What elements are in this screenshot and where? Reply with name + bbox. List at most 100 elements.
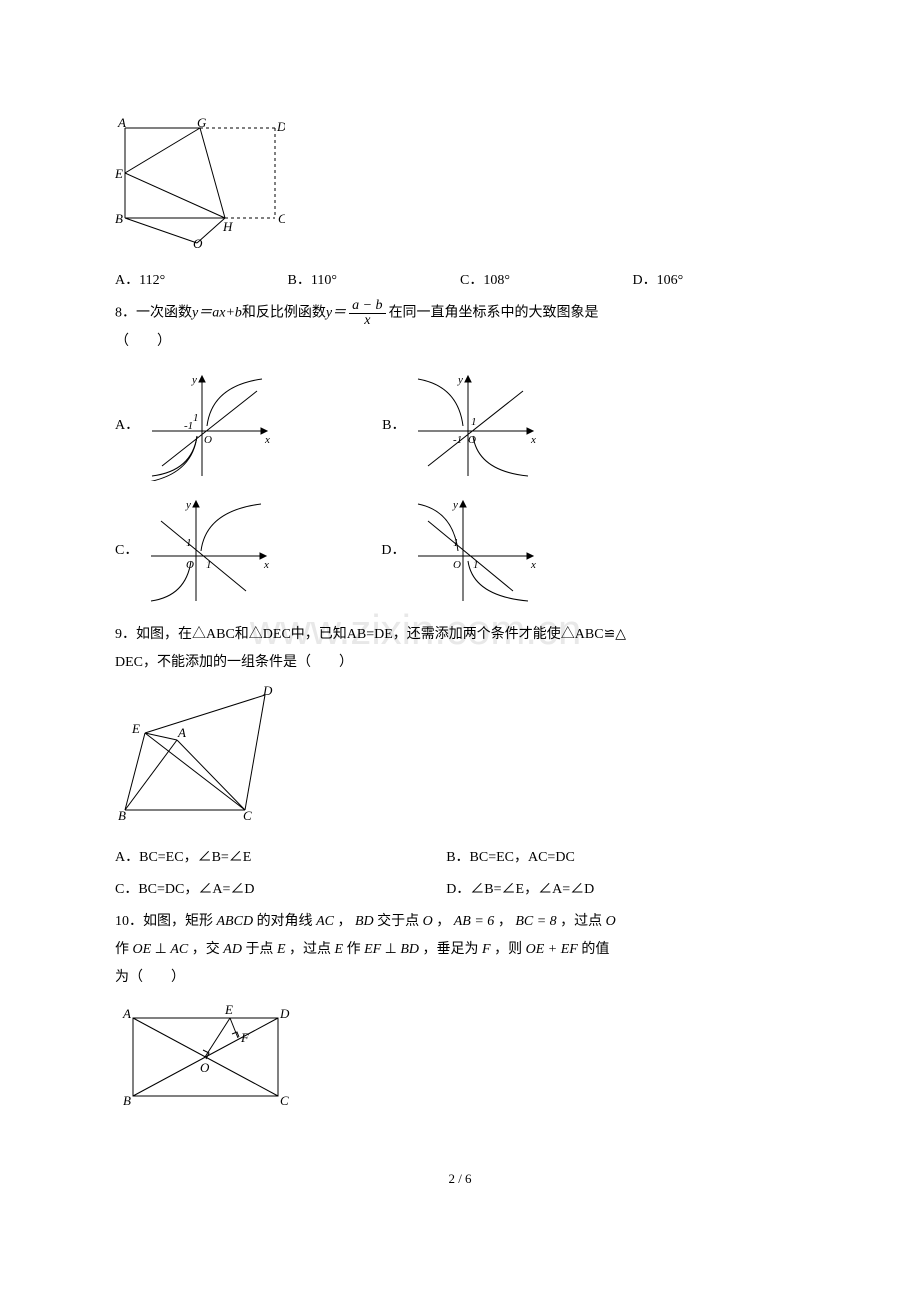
q7-opt-c: C．108° <box>460 267 633 295</box>
q10-f: F <box>482 942 491 957</box>
q8-eq1-b: b <box>235 306 242 321</box>
q7-opt-a: A．112° <box>115 267 288 295</box>
q10-stem-line3: 为（ ） <box>115 964 805 992</box>
q10-stem-line2: 作 OE ⊥ AC ，交 AD 于点 E ，过点 E 作 EF ⊥ BD ，垂足… <box>115 936 805 964</box>
q8-eq1-lhs: y＝ <box>192 306 212 321</box>
q10-oe2: OE <box>526 942 545 957</box>
svg-text:D: D <box>262 685 273 698</box>
svg-text:O: O <box>200 1060 210 1075</box>
q10-c3: ， <box>498 914 512 929</box>
svg-text:y: y <box>457 374 463 386</box>
q10-perp2: ⊥ <box>385 942 397 957</box>
q10-l2e: 作 <box>347 942 361 957</box>
q8-charts-row2: C． x y O 1 1 D． <box>115 496 805 606</box>
q9-geometry-svg: D EA BC <box>115 685 290 825</box>
q10-c2: ， <box>436 914 450 929</box>
q10-ad: AD <box>223 942 242 957</box>
q10-ef2: EF <box>561 942 578 957</box>
svg-text:1: 1 <box>471 416 477 428</box>
svg-text:B: B <box>115 211 123 226</box>
svg-text:C: C <box>280 1093 289 1108</box>
page-content: www.zixin.com.cn AGD E BHC <box>115 118 805 1192</box>
q10-l2c: 于点 <box>245 942 273 957</box>
svg-text:O: O <box>453 559 461 571</box>
svg-text:1: 1 <box>206 559 212 571</box>
svg-text:Q: Q <box>193 236 203 248</box>
svg-text:1: 1 <box>453 537 459 549</box>
svg-text:O: O <box>468 434 476 446</box>
svg-text:A: A <box>117 118 126 130</box>
svg-text:y: y <box>452 499 458 511</box>
q10-ac2: AC <box>170 942 188 957</box>
q10-l2d: ，过点 <box>289 942 331 957</box>
q10-l2b: ，交 <box>192 942 220 957</box>
q8-opt-d-label: D． <box>381 537 405 565</box>
svg-text:y: y <box>185 499 191 511</box>
q10-e: E <box>277 942 286 957</box>
svg-text:y: y <box>191 374 197 386</box>
q10-p1: 10．如图，矩形 <box>115 914 213 929</box>
q8-chart-a: A． x y O -11 <box>115 371 272 481</box>
q10-eq2: BC = 8 <box>515 914 556 929</box>
q10-l2a: 作 <box>115 942 129 957</box>
q8-chart-b: B． xy O -11 <box>382 371 538 481</box>
q10-eq1: AB = 6 <box>454 914 495 929</box>
svg-text:E: E <box>131 721 140 736</box>
q10-stem-line1: 10．如图，矩形 ABCD 的对角线 AC ， BD 交于点 O ， AB = … <box>115 908 805 936</box>
q8-opt-c-label: C． <box>115 537 138 565</box>
q10-ac: AC <box>316 914 334 929</box>
svg-text:-1: -1 <box>453 434 462 446</box>
svg-text:B: B <box>118 808 126 823</box>
svg-text:O: O <box>204 434 212 446</box>
q10-p2: 的对角线 <box>257 914 313 929</box>
q10-abcd: ABCD <box>217 914 254 929</box>
q7-figure: AGD E BHC Q <box>115 118 805 259</box>
svg-text:E: E <box>115 166 123 181</box>
page-number: 2 / 6 <box>115 1166 805 1192</box>
q8-suffix: 在同一直角坐标系中的大致图象是 <box>389 306 599 321</box>
svg-text:-1: -1 <box>184 420 193 432</box>
svg-text:A: A <box>177 725 186 740</box>
q8-charts-row1: A． xy O -11 B． <box>115 371 805 481</box>
svg-text:1: 1 <box>186 537 192 549</box>
q8-stem: 8．一次函数y＝ax+b和反比例函数y＝a − bx在同一直角坐标系中的大致图象… <box>115 299 805 328</box>
q10-c1: ， <box>337 914 351 929</box>
q10-oe: OE <box>133 942 152 957</box>
q10-ef: EF <box>364 942 381 957</box>
q8-fraction: a − bx <box>349 299 385 328</box>
q9-figure: D EA BC <box>115 685 805 836</box>
chart-b-svg: x y O -1 1 <box>413 371 538 481</box>
q7-options: A．112° B．110° C．108° D．106° <box>115 267 805 295</box>
q10-bd2: BD <box>400 942 419 957</box>
q8-opt-a-label: A． <box>115 412 139 440</box>
q10-p3: 交于点 <box>377 914 419 929</box>
svg-text:C: C <box>278 211 285 226</box>
chart-c-svg: xy O 11 <box>146 496 271 606</box>
svg-text:E: E <box>224 1002 233 1017</box>
q10-figure: AED FO BC <box>115 1000 805 1126</box>
q8-eq2-lhs: y＝ <box>326 306 346 321</box>
svg-text:x: x <box>530 559 536 571</box>
svg-text:x: x <box>530 434 536 446</box>
svg-text:1: 1 <box>193 412 199 424</box>
q10-e2: E <box>335 942 344 957</box>
svg-text:F: F <box>240 1030 250 1045</box>
svg-text:x: x <box>263 559 269 571</box>
q10-bd: BD <box>355 914 374 929</box>
q8-frac-den: x <box>349 314 385 328</box>
q9-opt-b: B．BC=EC，AC=DC <box>446 844 777 872</box>
q10-p4: ，过点 <box>560 914 602 929</box>
q10-perp1: ⊥ <box>155 942 167 957</box>
q8-chart-c: C． xy O 11 <box>115 496 271 606</box>
svg-text:D: D <box>279 1006 290 1021</box>
q7-geometry-svg: AGD E BHC Q <box>115 118 285 248</box>
q8-frac-num: a − b <box>349 299 385 314</box>
q8-chart-d: D． x y O 1 1 <box>381 496 538 606</box>
chart-a-svg: x y O -11 <box>147 371 272 481</box>
svg-text:H: H <box>222 219 233 234</box>
svg-text:x: x <box>264 434 270 446</box>
q9-opt-d: D．∠B=∠E，∠A=∠D <box>446 876 777 904</box>
svg-text:1: 1 <box>473 559 479 571</box>
q10-geometry-svg: AED FO BC <box>115 1000 295 1115</box>
q10-l2f: ，垂足为 <box>423 942 479 957</box>
